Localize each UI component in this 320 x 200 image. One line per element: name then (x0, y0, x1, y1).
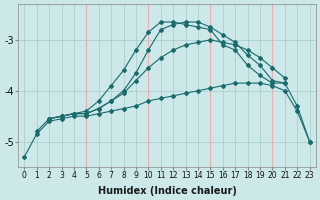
X-axis label: Humidex (Indice chaleur): Humidex (Indice chaleur) (98, 186, 236, 196)
